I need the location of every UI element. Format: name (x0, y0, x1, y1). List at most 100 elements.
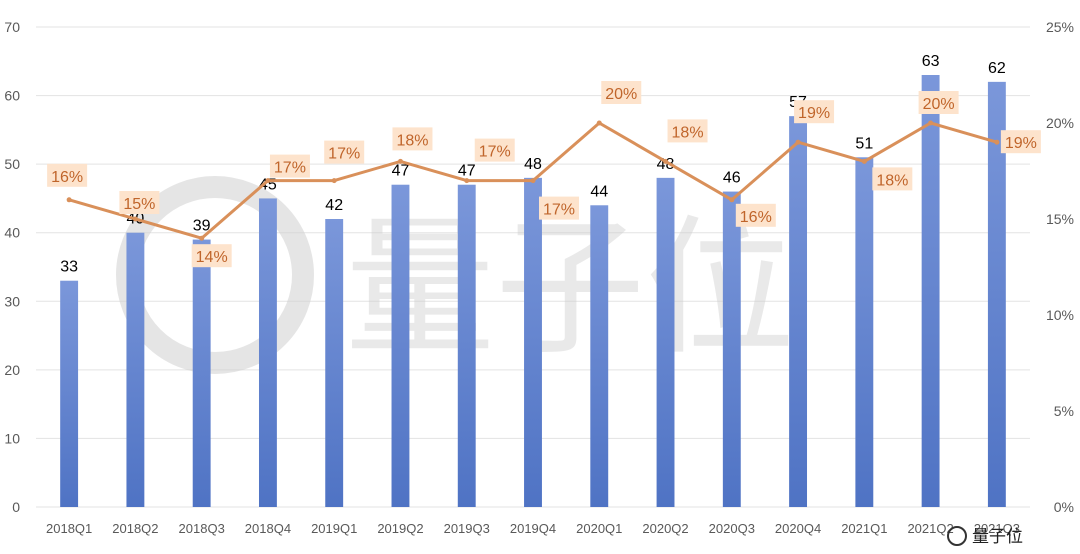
bar-value-label: 62 (988, 60, 1006, 77)
y-tick-label: 50 (4, 156, 20, 172)
line-point (861, 158, 867, 164)
x-tick-label: 2018Q2 (112, 521, 158, 536)
line-label-box (601, 81, 642, 104)
bar-value-label: 44 (590, 183, 608, 200)
bar (524, 177, 542, 507)
line-label-box (918, 91, 959, 114)
line-point (994, 139, 1000, 145)
x-tick-label: 2021Q1 (841, 521, 887, 536)
bar (921, 75, 940, 507)
line-value-label: 17% (543, 202, 575, 219)
line-label-box (269, 154, 310, 178)
line-point (795, 139, 801, 145)
x-tick-label: 2019Q1 (311, 521, 357, 536)
y-tick-label: 0 (12, 499, 20, 515)
y2-tick-label: 20% (1046, 115, 1074, 131)
line-point (66, 197, 72, 203)
bar (656, 177, 675, 507)
line-label-box (1000, 130, 1041, 154)
bar-value-label: 63 (922, 53, 940, 70)
y-tick-label: 10 (4, 430, 20, 446)
x-tick-label: 2018Q3 (179, 521, 225, 536)
watermark-text: 量子位 (345, 204, 795, 372)
bar (457, 184, 476, 507)
line-label-box (872, 167, 913, 191)
x-axis: 2018Q1 2018Q2 2018Q3 2018Q4 2019Q1 2019Q2 2019… (46, 521, 1020, 536)
bar-value-label: 47 (458, 163, 476, 180)
x-tick-label: 2020Q4 (775, 521, 821, 536)
bar (126, 232, 145, 507)
x-tick-label: 2019Q3 (444, 521, 490, 536)
line-label-box (324, 140, 365, 164)
watermark: 量子位 (116, 176, 795, 374)
line-value-label: 16% (51, 169, 83, 186)
y-tick-label: 60 (4, 88, 20, 104)
bar-value-label: 48 (524, 156, 542, 173)
x-tick-label: 2019Q2 (377, 521, 423, 536)
line-value-label: 14% (196, 249, 228, 266)
line-point (928, 120, 934, 126)
line-value-label: 20% (923, 96, 955, 113)
x-tick-label: 2018Q4 (245, 521, 291, 536)
credit-badge: 量子位 (947, 526, 1023, 546)
bar (855, 157, 874, 508)
x-tick-label: 2020Q3 (709, 521, 755, 536)
x-tick-label: 2021Q3 (974, 521, 1020, 536)
x-tick-label: 2021Q2 (907, 521, 953, 536)
bar-value-label: 47 (392, 163, 410, 180)
bar (789, 116, 808, 508)
bar-value-label: 46 (723, 170, 741, 187)
line-value-label: 15% (123, 196, 155, 213)
y2-tick-label: 0% (1054, 499, 1074, 515)
line-point (199, 235, 205, 241)
line-value-label: 19% (1005, 135, 1037, 152)
bar (258, 198, 277, 507)
credit-text: 量子位 (972, 527, 1023, 546)
bar (590, 205, 609, 508)
y-tick-label: 30 (4, 293, 20, 309)
line-value-label: 17% (274, 160, 306, 177)
line-point (132, 216, 138, 222)
x-tick-label: 2020Q1 (576, 521, 622, 536)
line-value-label: 20% (605, 86, 637, 103)
line-series: 16% 15% 14% 17% 17% 18% 17% 17% 20% 18% 16% 19% 18% 2… (47, 81, 1041, 268)
line-point (464, 178, 470, 184)
bar-series: 334039454247474844484657516362 (60, 53, 1006, 508)
line-label-box (119, 191, 160, 214)
y-tick-label: 20 (4, 362, 20, 378)
line-value-label: 16% (740, 209, 772, 226)
bar (391, 184, 410, 507)
bar-value-label: 33 (60, 259, 78, 276)
line-label-box (474, 138, 515, 162)
line-label-box (47, 163, 88, 187)
line-point (530, 178, 536, 184)
line-point (663, 158, 669, 164)
x-tick-label: 2019Q4 (510, 521, 556, 536)
y2-tick-label: 25% (1046, 19, 1074, 35)
bar (192, 239, 211, 508)
line-label-box (794, 100, 835, 124)
x-tick-label: 2020Q2 (642, 521, 688, 536)
wechat-icon (947, 526, 967, 546)
line-value-label: 18% (396, 132, 428, 149)
line-value-label: 18% (876, 172, 908, 189)
y-axis-left: 0 10 20 30 40 50 60 70 (4, 19, 20, 515)
bar (60, 280, 79, 507)
line-label-box (735, 203, 776, 227)
y2-tick-label: 5% (1054, 403, 1074, 419)
y2-tick-label: 15% (1046, 211, 1074, 227)
line-point (596, 120, 602, 126)
x-tick-label: 2018Q1 (46, 521, 92, 536)
line-value-label: 17% (479, 144, 511, 161)
line-point (265, 178, 271, 184)
line-point (331, 178, 337, 184)
bar-value-label: 51 (855, 135, 873, 152)
line-value-label: 18% (672, 124, 704, 141)
bar (987, 81, 1006, 507)
line-point (397, 158, 403, 164)
y-tick-label: 70 (4, 19, 20, 35)
y-tick-label: 40 (4, 225, 20, 241)
bar (722, 191, 741, 508)
y2-tick-label: 10% (1046, 307, 1074, 323)
line-point (729, 197, 735, 203)
